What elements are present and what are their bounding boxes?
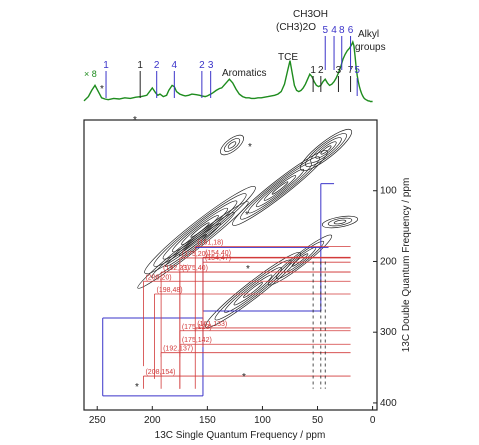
dashed-lines [312, 261, 326, 389]
correlation-label: (192,137) [163, 346, 193, 353]
peak-label: 2 [199, 60, 205, 71]
contour [327, 217, 353, 227]
y-tick-label: 400 [380, 398, 397, 409]
correlation-label: (175,142) [182, 337, 212, 344]
contour [305, 133, 347, 167]
contour [291, 253, 309, 267]
contour [255, 168, 305, 208]
contour [320, 145, 332, 155]
correlation-label: (198,48) [156, 287, 182, 294]
contour [220, 134, 244, 156]
contour [275, 240, 325, 280]
contour [271, 181, 289, 195]
contour [263, 175, 297, 201]
sideband-star: * [245, 210, 249, 221]
contour [178, 233, 208, 257]
peak-label: 3 [208, 60, 214, 71]
scale-factor-label: × 8 [84, 69, 97, 79]
sideband-star: * [246, 264, 250, 275]
spectrum-2d: (154,47) (161,18) (175,20)(154,40) (175,40)… [83, 115, 412, 441]
x-tick-label: 150 [199, 415, 216, 426]
y-tick-label: 200 [380, 256, 397, 267]
correlation-label: (208,20) [145, 274, 171, 281]
y-axis-label: 13C Double Quantum Frequency / ppm [401, 178, 412, 353]
peak-label: 1 [137, 60, 143, 71]
correlation-label: (175,123) [182, 324, 212, 331]
contour [144, 185, 256, 275]
x-tick-label: 100 [254, 415, 271, 426]
contour [247, 162, 313, 214]
correlation-lines-red [143, 246, 351, 389]
contour-ridges [137, 128, 359, 328]
sideband-star: * [135, 382, 139, 393]
peak-label: 5 [322, 25, 328, 36]
contour [267, 234, 333, 286]
contour [227, 141, 237, 149]
contour [151, 212, 235, 278]
plot-frame [83, 119, 378, 411]
correlation-label: (154,47) [205, 255, 231, 262]
peak-label: 1 [310, 65, 316, 76]
correlation-label: (161,18) [197, 240, 223, 247]
peak-label: 8 [339, 25, 345, 36]
x-tick-label: 200 [144, 415, 161, 426]
sideband-stars: * * * * * * [133, 115, 252, 393]
x-tick-label: 0 [370, 415, 376, 426]
contour [214, 259, 292, 321]
correlation-label: (175,20) [182, 251, 208, 258]
contour [162, 200, 238, 260]
peak-label: 3 [336, 65, 342, 76]
x-tick-label: 250 [89, 415, 106, 426]
aromatics-label: Aromatics [222, 68, 266, 79]
y-axis-ticks: 100 200 300 400 [373, 186, 397, 409]
spectrum-line [83, 39, 373, 103]
contour [137, 201, 249, 289]
peak-label: 2 [318, 65, 324, 76]
spectrum-1d: × 8 * 1 1 2 4 2 3 1 2 3 7 55 4 8 6 Aromatics TCE CH3O… [83, 9, 386, 103]
peak-label: 4 [331, 25, 337, 36]
correlation-label: (192,23) [163, 265, 189, 272]
sideband-star: * [248, 142, 252, 153]
groups-label: groups [355, 42, 386, 53]
ch3oh-label: CH3OH [293, 9, 328, 20]
contour [321, 215, 359, 229]
correlation-label: (175,40) [182, 265, 208, 272]
contour [315, 141, 337, 159]
peak-label: 2 [154, 60, 160, 71]
correlation-label: (154,40) [205, 250, 231, 257]
contour [310, 137, 342, 163]
correlation-labels: (154,47) (161,18) (175,20)(154,40) (175,40)… [145, 240, 231, 376]
contour [223, 138, 241, 152]
correlation-label: (208,154) [145, 369, 175, 376]
sideband-star: * [242, 372, 246, 383]
x-axis-label: 13C Single Quantum Frequency / ppm [155, 430, 326, 441]
y-tick-label: 100 [380, 186, 397, 197]
contour [243, 282, 263, 298]
contour [165, 222, 221, 268]
spinning-sideband-star: * [100, 84, 104, 95]
x-axis-ticks: 250 200 150 100 50 0 [89, 406, 376, 426]
alkyl-label: Alkyl [358, 29, 379, 40]
contour [240, 156, 320, 220]
contour [299, 128, 353, 172]
peak-label: 4 [172, 60, 178, 71]
peak-label: 5 [354, 65, 360, 76]
peak-label: 1 [103, 60, 109, 71]
peak-label: 7 [348, 65, 354, 76]
correlation-label: (161,133) [197, 321, 227, 328]
ch32o-label: (CH3)2O [276, 22, 316, 33]
contour [205, 252, 301, 328]
peak-label: 6 [348, 25, 354, 36]
contour [333, 219, 347, 225]
peak-labels: 1 1 2 4 2 3 1 2 3 7 55 4 8 6 [103, 25, 360, 98]
contour [153, 193, 247, 267]
contour [233, 274, 273, 306]
x-tick-label: 50 [312, 415, 324, 426]
y-tick-label: 300 [380, 327, 397, 338]
contour [232, 150, 328, 226]
tce-label: TCE [278, 52, 298, 63]
sideband-star: * [133, 115, 137, 126]
